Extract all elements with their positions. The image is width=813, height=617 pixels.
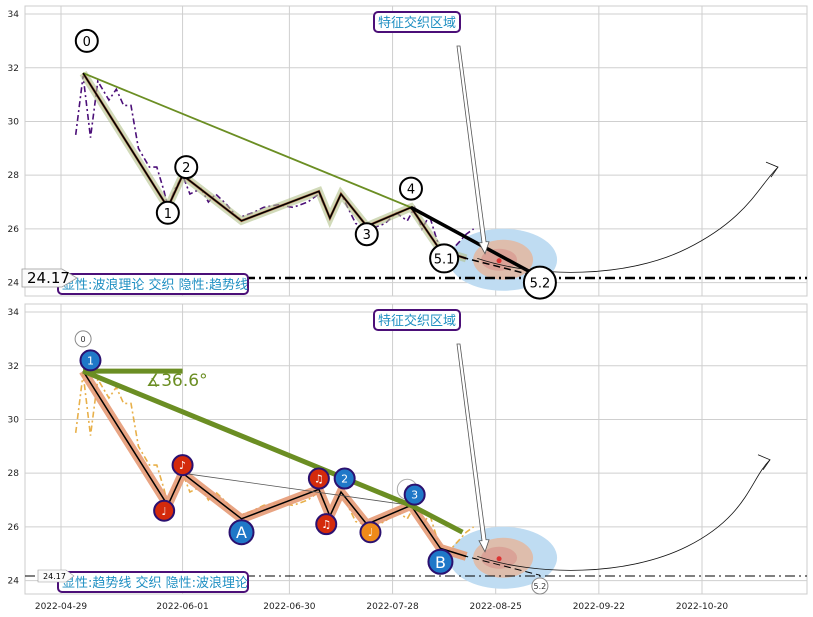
badge-marker xyxy=(359,521,382,544)
wave-point-label: 4 xyxy=(407,183,415,198)
badge-label: 3 xyxy=(411,489,418,502)
x-tick-label: 2022-10-20 xyxy=(676,602,729,612)
badge-marker xyxy=(228,519,255,546)
wave-channel xyxy=(182,472,412,506)
badge-marker xyxy=(153,499,176,522)
wave-point-label: 3 xyxy=(363,228,371,243)
y-tick-label: 24 xyxy=(8,279,20,289)
caption-text: 显性:趋势线 交织 隐性:波浪理论 xyxy=(62,575,248,591)
x-tick-label: 2022-09-22 xyxy=(573,602,625,612)
wave-point-label: 1 xyxy=(164,207,172,222)
zone-annotation-arrow xyxy=(456,343,490,553)
badge-label: ♩ xyxy=(162,505,167,518)
wave-projection xyxy=(440,249,541,278)
forecast-curve xyxy=(477,459,771,571)
x-tick-label: 2022-07-28 xyxy=(366,602,419,612)
x-tick-label: 2022-06-30 xyxy=(263,602,316,612)
angle-label: ∡36.6° xyxy=(146,371,208,391)
plot-area xyxy=(24,303,808,595)
y-tick-label: 28 xyxy=(8,171,20,181)
wave-line xyxy=(82,72,467,260)
wave-point-marker xyxy=(531,577,549,595)
badge-marker xyxy=(79,349,102,372)
wave-point-marker xyxy=(429,243,460,274)
level-tag xyxy=(21,268,78,288)
zone-title: 特征交织区域 xyxy=(378,313,456,329)
wave-point-label: 5.2 xyxy=(530,277,551,292)
zone-center xyxy=(496,258,502,264)
x-tick-label: 2022-06-01 xyxy=(156,602,208,612)
badge-marker xyxy=(427,548,454,575)
zone-title: 特征交织区域 xyxy=(378,15,456,31)
y-tick-label: 26 xyxy=(8,523,20,533)
forecast-arrow xyxy=(765,161,779,178)
wave-point-label: 0 xyxy=(81,335,86,344)
zone-center xyxy=(496,556,502,562)
badge-label: ♪ xyxy=(179,459,186,472)
level-tag xyxy=(37,569,75,583)
zone-title-box xyxy=(373,11,461,33)
wave-point-marker xyxy=(174,155,199,180)
trend-extension xyxy=(410,205,541,279)
badge-marker xyxy=(403,483,426,506)
badge-marker xyxy=(171,454,194,477)
forecast-arrow xyxy=(757,454,771,470)
wave-point-marker xyxy=(354,222,379,247)
zone-annotation-arrow xyxy=(456,45,490,255)
wave-point-marker xyxy=(522,265,557,300)
badge-label: 1 xyxy=(87,354,94,367)
y-tick-label: 34 xyxy=(8,10,20,20)
badge-label: ♩ xyxy=(368,526,373,539)
badge-label: ♫ xyxy=(314,473,324,486)
wave-projection xyxy=(440,547,541,576)
trend-line xyxy=(82,368,464,535)
badge-label: B xyxy=(435,553,446,572)
wave-point-marker xyxy=(74,28,99,53)
badge-label: 2 xyxy=(341,473,348,486)
y-tick-label: 30 xyxy=(8,415,20,425)
zone-title-box xyxy=(373,309,461,331)
x-tick-label: 2022-08-25 xyxy=(470,602,522,612)
trend-line xyxy=(82,72,412,209)
caption-text: 显性:波浪理论 交织 隐性:趋势线 xyxy=(62,277,248,293)
y-tick-label: 28 xyxy=(8,469,20,479)
y-tick-label: 24 xyxy=(8,577,20,587)
wave-point-label: 5.1 xyxy=(434,252,455,267)
x-tick-label: 2022-04-29 xyxy=(35,602,88,612)
y-tick-label: 32 xyxy=(8,64,19,74)
plot-area xyxy=(24,5,808,297)
badge-marker xyxy=(315,513,338,536)
wave-point-label: 0 xyxy=(83,35,91,50)
y-tick-label: 30 xyxy=(8,117,20,127)
badge-label: A xyxy=(236,523,247,542)
wave-point-label: 2 xyxy=(182,161,190,176)
badge-marker xyxy=(307,467,330,490)
y-tick-label: 34 xyxy=(8,308,20,318)
wave-point-label: 5.2 xyxy=(534,582,547,591)
level-label: 24.17 xyxy=(43,572,66,581)
badge-marker xyxy=(333,467,356,490)
wave-point-marker xyxy=(398,176,423,201)
wave-point-marker xyxy=(155,200,180,225)
level-label: 24.17 xyxy=(27,269,70,287)
badge-label: ♫ xyxy=(321,518,331,531)
y-tick-label: 26 xyxy=(8,225,20,235)
wave-point-marker xyxy=(74,330,92,348)
y-tick-label: 32 xyxy=(8,362,19,372)
